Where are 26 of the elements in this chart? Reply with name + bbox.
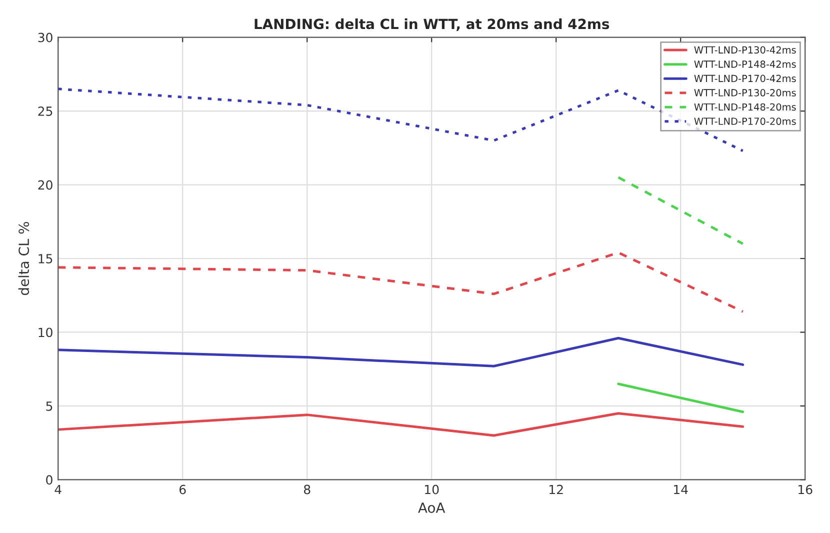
- legend-label: WTT-LND-P170-20ms: [694, 118, 796, 125]
- x-tick-label: 16: [798, 484, 812, 494]
- x-axis-title: AoA: [418, 502, 446, 513]
- chart-title: LANDING: delta CL in WTT, at 20ms and 42ms: [254, 18, 610, 31]
- x-tick-label: 10: [425, 484, 439, 494]
- y-tick-label: 20: [38, 180, 52, 190]
- y-tick-label: 5: [46, 402, 52, 411]
- line-series: [58, 336, 744, 368]
- x-tick-label: 6: [179, 484, 186, 494]
- legend-label: WTT-LND-P130-42ms: [694, 46, 796, 54]
- legend-label: WTT-LND-P148-42ms: [694, 60, 796, 68]
- line-series: [58, 251, 744, 313]
- y-tick-label: 10: [38, 328, 52, 338]
- legend-label: WTT-LND-P148-20ms: [694, 103, 796, 111]
- line-series: [58, 412, 744, 437]
- y-tick-label: 25: [38, 106, 52, 116]
- y-tick-label: 15: [38, 254, 52, 264]
- x-tick-label: 8: [304, 484, 310, 494]
- y-tick-label: 0: [46, 475, 52, 485]
- x-tick-label: 14: [674, 484, 688, 494]
- legend-label: WTT-LND-P170-42ms: [694, 74, 796, 82]
- legend-label: WTT-LND-P130-20ms: [694, 89, 796, 96]
- y-tick-label: 30: [38, 32, 52, 42]
- y-axis-title: delta CL %: [18, 222, 30, 296]
- x-tick-label: 4: [54, 484, 62, 494]
- x-tick-label: 12: [550, 484, 563, 494]
